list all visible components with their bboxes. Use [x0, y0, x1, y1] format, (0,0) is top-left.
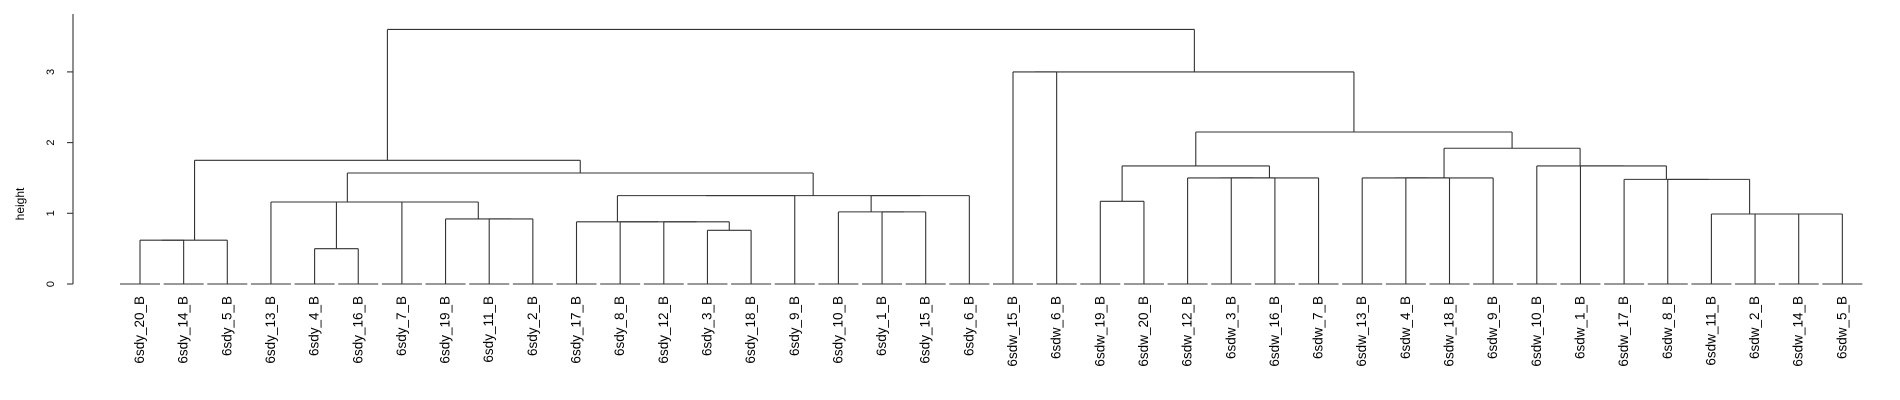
leaf-label: 6sdw_11_B: [1703, 296, 1718, 366]
leaf-label: 6sdy_5_B: [219, 296, 234, 356]
leaf-label: 6sdw_13_B: [1354, 296, 1369, 367]
leaf-label: 6sdy_2_B: [525, 296, 540, 356]
y-tick-label: 3: [45, 69, 57, 75]
dendrogram-links: [120, 28, 1863, 285]
leaf-label: 6sdy_3_B: [699, 296, 714, 356]
leaf-label: 6sdy_14_B: [176, 296, 191, 364]
leaf-label: 6sdy_8_B: [612, 296, 627, 356]
leaf-label: 6sdy_11_B: [481, 296, 496, 363]
y-tick-label: 0: [45, 281, 57, 287]
leaf-label: 6sdy_15_B: [918, 296, 933, 364]
leaf-label: 6sdy_6_B: [961, 296, 976, 356]
leaf-label: 6sdw_9_B: [1485, 296, 1500, 359]
leaf-label: 6sdw_12_B: [1180, 296, 1195, 367]
y-axis-ticks: 0 1 2 3: [45, 69, 73, 287]
leaf-label: 6sdw_3_B: [1223, 296, 1238, 359]
y-axis-label: height: [13, 187, 27, 220]
y-axis: 0 1 2 3: [45, 14, 74, 287]
leaf-label: 6sdy_13_B: [263, 296, 278, 364]
leaf-label: 6sdw_4_B: [1398, 296, 1413, 359]
leaf-label: 6sdw_19_B: [1092, 296, 1107, 367]
y-tick-label: 2: [45, 140, 57, 146]
leaf-label: 6sdy_18_B: [743, 296, 758, 364]
leaf-label: 6sdy_19_B: [438, 296, 453, 364]
leaf-label: 6sdw_7_B: [1311, 296, 1326, 359]
leaf-label: 6sdy_4_B: [307, 296, 322, 356]
leaf-label: 6sdw_10_B: [1529, 296, 1544, 367]
leaf-label: 6sdy_10_B: [830, 296, 845, 364]
leaf-label: 6sdy_20_B: [132, 296, 147, 364]
y-tick-label: 1: [45, 210, 57, 216]
leaf-label: 6sdw_15_B: [1005, 296, 1020, 367]
leaf-label: 6sdw_14_B: [1791, 296, 1806, 367]
leaf-label: 6sdw_1_B: [1572, 296, 1587, 359]
leaf-label: 6sdw_18_B: [1442, 296, 1457, 367]
leaf-label: 6sdy_1_B: [874, 296, 889, 356]
leaf-label: 6sdy_9_B: [787, 296, 802, 356]
leaf-label: 6sdw_17_B: [1616, 296, 1631, 367]
leaf-label: 6sdy_17_B: [569, 296, 584, 364]
leaf-label: 6sdy_7_B: [394, 296, 409, 356]
leaf-label: 6sdw_16_B: [1267, 296, 1282, 367]
leaf-labels: 6sdy_20_B 6sdy_14_B 6sdy_5_B 6sdy_13_B 6sdy_…: [132, 296, 1849, 367]
leaf-label: 6sdw_8_B: [1660, 296, 1675, 359]
leaf-label: 6sdw_5_B: [1834, 296, 1849, 359]
leaf-label: 6sdw_20_B: [1136, 296, 1151, 367]
leaf-label: 6sdw_2_B: [1747, 296, 1762, 359]
leaf-label: 6sdy_12_B: [656, 296, 671, 364]
leaf-label: 6sdy_16_B: [350, 296, 365, 364]
leaf-label: 6sdw_6_B: [1049, 296, 1064, 359]
